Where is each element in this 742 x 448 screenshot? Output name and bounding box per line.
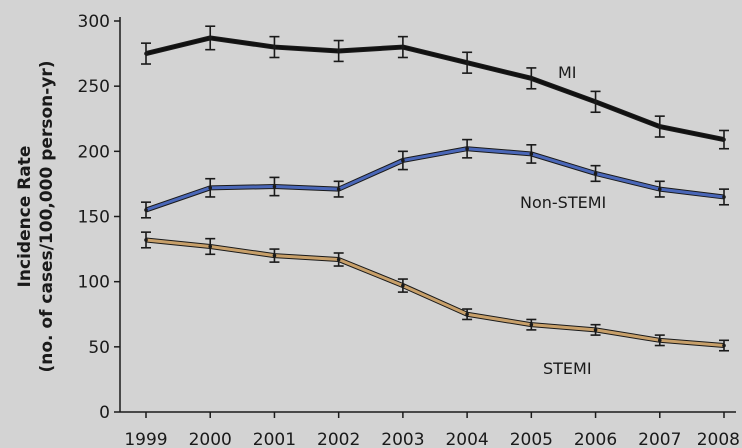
series-mi-point bbox=[272, 45, 277, 49]
y-tick-label: 100 bbox=[78, 273, 110, 293]
series-stemi-line bbox=[145, 238, 725, 348]
x-tick-label: 2005 bbox=[510, 430, 553, 448]
series-mi-line bbox=[145, 36, 725, 142]
series-mi-point bbox=[593, 100, 598, 104]
series-stemi-point bbox=[529, 322, 534, 327]
series-stemi-point bbox=[657, 338, 662, 343]
series-label-stemi: STEMI bbox=[543, 359, 592, 378]
series-stemi-point bbox=[401, 283, 405, 288]
y-axis-label-line2: (no. of cases/100,000 person-yr) bbox=[37, 60, 57, 372]
series-non-stemi-point bbox=[208, 186, 213, 190]
x-tick-label: 1999 bbox=[124, 430, 167, 448]
series-non-stemi-point bbox=[401, 158, 405, 163]
series-stemi-point bbox=[465, 312, 469, 317]
series-mi-point bbox=[144, 51, 148, 56]
series-stemi-point bbox=[208, 244, 213, 249]
series-non-stemi-point bbox=[657, 187, 662, 191]
series-mi-point bbox=[465, 60, 469, 65]
series-mi-point bbox=[529, 76, 534, 81]
y-tick-label: 0 bbox=[99, 403, 110, 423]
series-mi-point bbox=[401, 45, 405, 49]
series-stemi-point bbox=[722, 343, 726, 348]
series-mi-point bbox=[657, 124, 662, 129]
x-tick-label: 2000 bbox=[189, 430, 232, 448]
series-non-stemi-line bbox=[145, 147, 725, 212]
series-non-stemi-point bbox=[336, 187, 341, 191]
series-stemi-point bbox=[593, 328, 598, 332]
series-label-mi: MI bbox=[558, 63, 577, 82]
x-tick-label: 2004 bbox=[445, 430, 488, 448]
y-tick-label: 200 bbox=[78, 142, 110, 162]
x-tick-label: 2008 bbox=[697, 430, 740, 448]
series-non-stemi-point bbox=[465, 146, 469, 151]
x-tick-label: 2006 bbox=[574, 430, 617, 448]
y-tick-label: 300 bbox=[78, 12, 110, 32]
series-non-stemi-point bbox=[272, 184, 277, 189]
x-tick-label: 2001 bbox=[253, 430, 296, 448]
series-stemi-point bbox=[144, 238, 148, 242]
series-non-stemi-point bbox=[593, 171, 598, 176]
y-tick-label: 250 bbox=[78, 77, 110, 97]
series-mi-point bbox=[208, 36, 213, 40]
y-axis-label-line1: Incidence Rate bbox=[15, 146, 35, 288]
y-tick-label: 150 bbox=[78, 208, 110, 228]
series-non-stemi-point bbox=[722, 195, 726, 199]
y-tick-label: 50 bbox=[88, 338, 110, 358]
series-non-stemi-point bbox=[529, 152, 534, 156]
x-tick-label: 2002 bbox=[317, 430, 360, 448]
series-stemi-point bbox=[336, 257, 341, 262]
series-non-stemi-point bbox=[144, 208, 148, 212]
x-tick-label: 2003 bbox=[381, 430, 424, 448]
series-mi-point bbox=[336, 49, 341, 53]
series-mi-point bbox=[722, 137, 726, 142]
series-label-non-stemi: Non-STEMI bbox=[520, 193, 606, 212]
series-stemi-point bbox=[272, 253, 277, 258]
x-tick-label: 2007 bbox=[638, 430, 681, 448]
